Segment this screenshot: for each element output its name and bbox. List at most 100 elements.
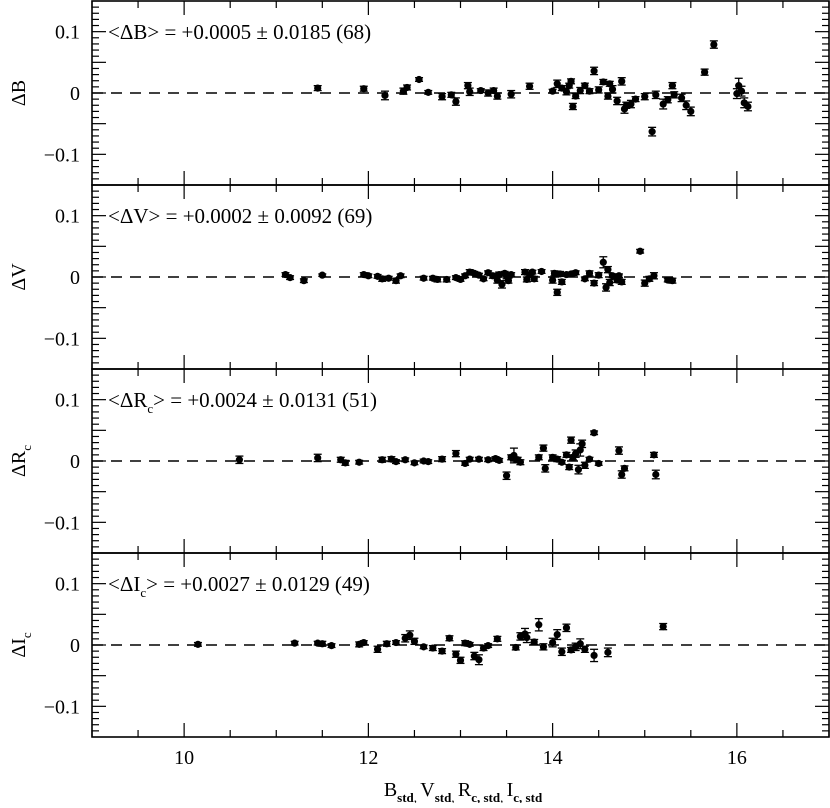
x-axis-label-sub: std [435,790,452,803]
data-point [378,456,386,464]
data-point [585,87,594,95]
data-point [650,272,658,280]
data-point [618,470,626,479]
data-point [484,456,492,464]
data-point [576,446,584,454]
annotation-prefix: <ΔR [108,388,147,412]
data-point [604,266,612,274]
data-point [406,631,414,639]
y-axis-label-main: ΔI [8,638,30,658]
y-tick-label: 0 [70,451,80,473]
data-point [553,288,561,296]
data-point [498,280,506,288]
data-point [595,86,603,94]
data-point [572,269,580,277]
data-point [516,458,524,466]
data-point [618,77,626,85]
y-tick-label: −0.1 [44,144,80,166]
data-point [687,107,695,115]
x-tick-label: 10 [174,747,194,769]
data-point [420,643,428,651]
x-axis-label-main: R [458,779,472,801]
y-tick-label: −0.1 [44,512,80,534]
data-point [562,88,571,96]
data-point [424,458,432,466]
data-point [576,86,584,95]
y-tick-label: 0.1 [55,574,80,596]
data-point [636,247,644,255]
data-point [415,75,423,84]
panel-1: 0.1 0 −0.1 ΔB <ΔB> = +0.0005 ± 0.0185 (68) [8,0,830,186]
data-point [615,446,623,455]
data-point [392,458,400,466]
data-point [581,645,589,653]
data-point [507,270,515,279]
data-point [525,82,534,90]
data-point [438,455,446,463]
data-point [652,91,660,99]
data-point [397,272,405,280]
data-point [590,429,598,437]
data-point [355,458,363,466]
panel-annotation: <ΔB> = +0.0005 ± 0.0185 (68) [108,20,371,44]
y-axis-label-main: ΔB [8,80,30,106]
y-axis-label-sub: c [19,445,34,451]
data-point [549,638,557,647]
data-point [553,630,561,639]
data-point [512,643,520,652]
annotation-prefix: <ΔB [108,20,147,44]
data-point [477,86,485,95]
data-point [664,96,672,104]
data-point [360,85,368,93]
annotation-prefix: <ΔV [108,204,149,228]
x-axis-label-sub: c, std [471,790,501,803]
data-point [613,97,621,105]
data-point [456,656,465,664]
data-point [556,270,564,278]
data-point [615,272,623,280]
data-point [447,91,455,99]
annotation-prefix: <ΔI [108,572,140,596]
data-point [291,639,299,647]
data-point [585,455,594,463]
data-point [385,274,393,282]
data-point [608,85,617,93]
data-point [541,464,549,472]
data-point [539,444,548,452]
data-point [484,89,492,97]
data-point [495,456,503,464]
data-point [530,275,538,283]
data-point [737,87,746,95]
data-point [466,640,474,648]
data-point [493,276,501,284]
data-point [567,436,575,444]
data-point [403,83,411,92]
chart-panels: 0.10−0.1ΔB<ΔB> = +0.0005 ± 0.0185 (68)0.… [8,0,830,738]
data-point [710,40,718,49]
y-axis-label: ΔRc [8,445,34,477]
data-point [381,91,389,100]
x-axis-label-separator: , [414,790,421,803]
data-point [392,638,400,647]
y-tick-label: 0 [70,635,80,657]
data-point [479,275,488,283]
data-point [410,459,419,467]
annotation-value: > = +0.0002 ± 0.0092 (69) [149,204,373,228]
data-point [549,87,557,95]
data-point [641,93,649,101]
data-point [475,656,483,664]
x-axis-label-main: V [420,779,435,801]
data-point [595,271,603,279]
data-point [535,621,543,629]
data-point [235,456,243,464]
data-point [502,472,511,480]
data-point [652,470,660,479]
x-tick-label: 14 [543,747,563,769]
data-point [452,97,460,106]
data-point [744,102,752,111]
data-point [627,100,635,108]
